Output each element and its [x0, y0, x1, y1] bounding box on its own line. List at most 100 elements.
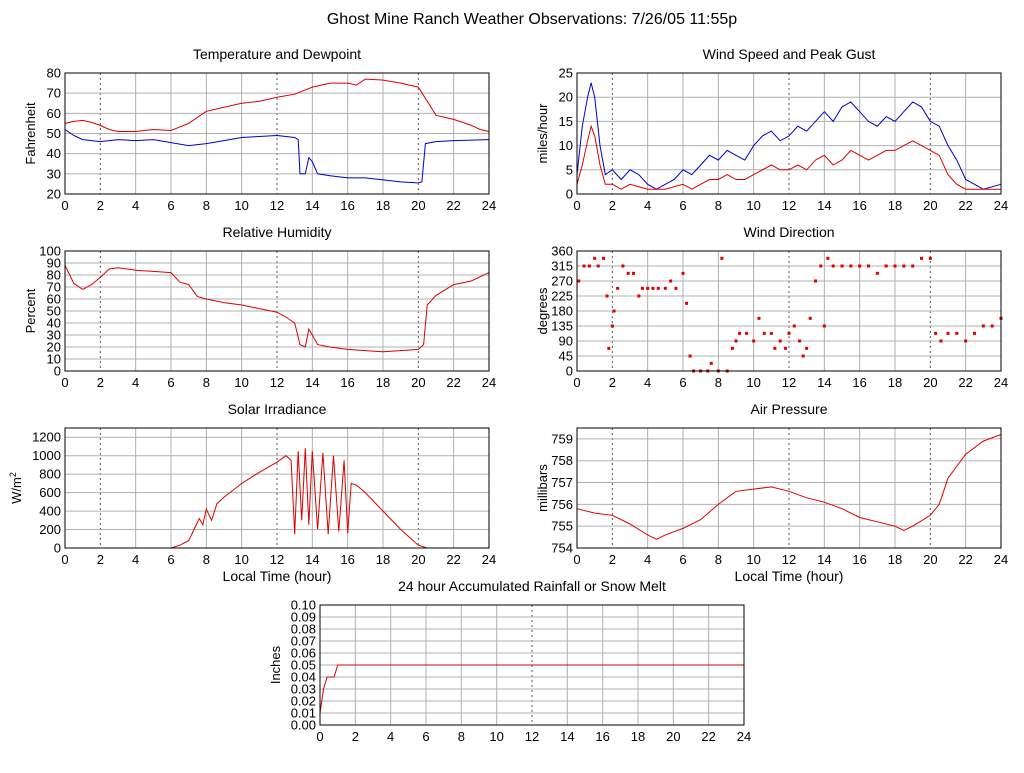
y-tick-label: 759	[551, 431, 573, 446]
x-tick-label: 8	[203, 552, 210, 567]
chart-title: Air Pressure	[750, 401, 827, 417]
x-tick-label: 20	[666, 729, 680, 744]
x-tick-label: 6	[422, 729, 429, 744]
x-tick-label: 0	[61, 375, 68, 390]
series-line-red	[576, 434, 1002, 540]
y-tick-label: 0.09	[291, 610, 316, 625]
y-tick-label: 0.02	[291, 694, 316, 709]
data-point	[875, 271, 879, 275]
data-point	[738, 331, 742, 335]
y-tick-label: 757	[551, 475, 573, 490]
plot-frame	[64, 72, 490, 195]
x-tick-label: 6	[679, 552, 686, 567]
x-tick-label: 10	[234, 375, 248, 390]
data-point	[884, 264, 888, 268]
y-axis-label-superscript: 2	[8, 472, 18, 477]
x-tick-label: 0	[61, 198, 68, 213]
series-line-red	[576, 124, 1001, 190]
y-tick-label: 30	[47, 328, 61, 343]
x-tick-label: 22	[701, 729, 715, 744]
data-point	[773, 346, 777, 350]
data-point	[858, 264, 862, 268]
data-point	[769, 331, 773, 335]
x-tick-label: 4	[132, 552, 139, 567]
y-tick-label: 360	[551, 244, 573, 259]
page-title: Ghost Mine Ranch Weather Observations: 7…	[327, 11, 737, 28]
x-tick-label: 24	[482, 375, 496, 390]
x-tick-label: 24	[482, 198, 496, 213]
y-tick-label: 755	[551, 519, 573, 534]
data-point	[610, 324, 614, 328]
x-tick-label: 0	[573, 198, 580, 213]
series-line-red	[64, 265, 490, 353]
data-point	[685, 301, 689, 305]
y-axis-label: Inches	[268, 645, 283, 684]
x-tick-label: 14	[817, 552, 831, 567]
series-line-red	[65, 448, 489, 549]
data-point	[808, 316, 812, 320]
x-tick-label: 8	[203, 375, 210, 390]
x-tick-label: 24	[994, 198, 1008, 213]
y-tick-label: 0.06	[291, 646, 316, 661]
y-tick-label: 0.05	[291, 658, 316, 673]
data-point	[819, 264, 823, 268]
x-tick-label: 14	[560, 729, 574, 744]
y-axis-label: degrees	[535, 287, 550, 334]
y-tick-label: 0.07	[291, 634, 316, 649]
y-tick-label: 0	[54, 541, 61, 556]
data-point	[792, 324, 796, 328]
y-tick-label: 10	[47, 352, 61, 367]
y-tick-label: 0.01	[291, 706, 316, 721]
x-tick-label: 16	[340, 552, 354, 567]
y-tick-label: 225	[551, 289, 573, 304]
data-point	[626, 271, 630, 275]
x-tick-label: 16	[340, 198, 354, 213]
chart-title: Wind Speed and Peak Gust	[703, 46, 876, 62]
x-tick-label: 6	[679, 375, 686, 390]
data-point	[840, 264, 844, 268]
data-point	[826, 256, 830, 260]
x-tick-label: 4	[387, 729, 394, 744]
data-point	[814, 279, 817, 283]
plot-frame	[576, 72, 1002, 195]
x-tick-label: 2	[609, 198, 616, 213]
data-point	[911, 264, 915, 268]
y-tick-label: 25	[559, 66, 573, 81]
x-tick-label: 24	[482, 552, 496, 567]
x-tick-label: 0	[573, 375, 580, 390]
data-point	[928, 256, 932, 260]
data-point	[752, 339, 756, 343]
data-point	[964, 339, 968, 343]
x-axis-label: Local Time (hour)	[223, 568, 332, 584]
data-point	[849, 264, 853, 268]
x-tick-label: 22	[446, 198, 460, 213]
data-point	[632, 271, 636, 275]
data-point	[893, 264, 897, 268]
x-tick-label: 2	[609, 375, 616, 390]
y-axis-label: W/m2	[8, 472, 24, 504]
y-tick-label: 754	[551, 541, 573, 556]
x-tick-label: 22	[446, 375, 460, 390]
x-tick-label: 16	[852, 198, 866, 213]
y-tick-label: 1000	[32, 448, 61, 463]
y-tick-label: 80	[47, 66, 61, 81]
data-point	[973, 331, 976, 335]
data-point	[612, 309, 616, 313]
data-point	[681, 271, 685, 275]
x-tick-label: 2	[97, 552, 104, 567]
data-point	[651, 286, 655, 290]
y-tick-label: 0.08	[291, 622, 316, 637]
x-tick-label: 0	[316, 729, 323, 744]
x-tick-label: 20	[923, 375, 937, 390]
y-tick-label: 15	[559, 114, 573, 129]
data-point	[778, 339, 782, 343]
data-point	[801, 354, 805, 358]
data-point	[981, 324, 985, 328]
y-tick-label: 50	[47, 126, 61, 141]
data-point	[822, 324, 826, 328]
x-tick-label: 12	[525, 729, 539, 744]
y-axis-label: Fahrenheit	[23, 102, 38, 165]
y-tick-label: 1200	[32, 430, 61, 445]
